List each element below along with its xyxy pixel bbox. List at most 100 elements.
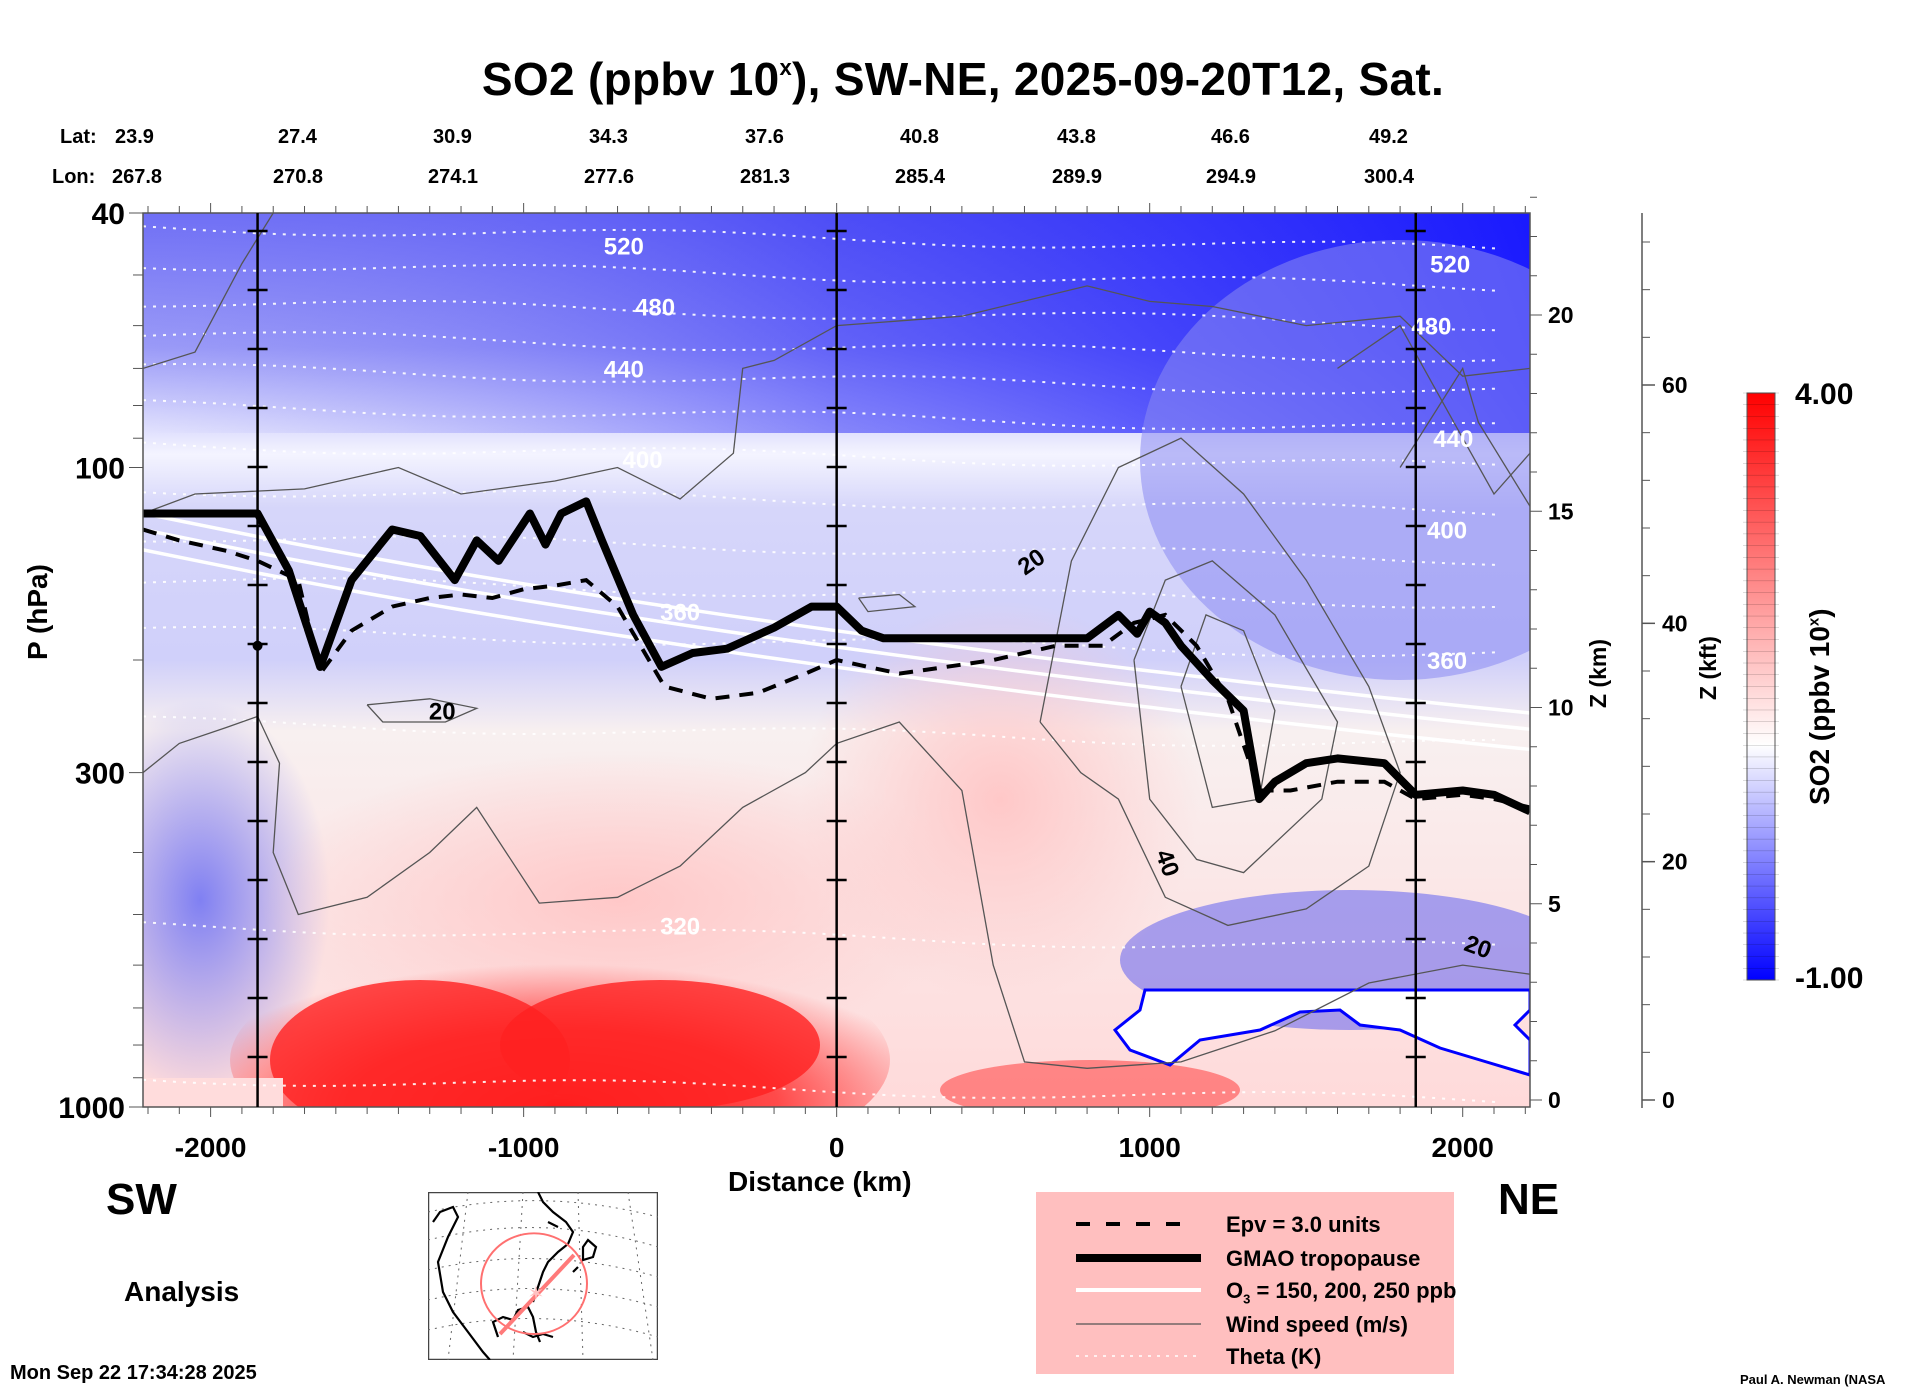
y-tick-label: 300 — [75, 758, 125, 791]
wind-speed-contour — [366, 698, 479, 723]
y-axis-title: P (hPa) — [22, 564, 53, 660]
lon-value: 285.4 — [895, 166, 946, 188]
colorbar[interactable] — [1746, 392, 1776, 981]
colorbar-max-label: 4.00 — [1795, 378, 1854, 411]
dotted-line-icon — [1076, 1355, 1201, 1357]
x-tick-label: 0 — [829, 1132, 845, 1163]
lat-value: 43.8 — [1057, 126, 1096, 148]
lat-label: Lat: — [60, 126, 97, 148]
colorbar-min-label: -1.00 — [1795, 962, 1864, 995]
theta-label: 360 — [660, 600, 700, 627]
y-tick-label: 40 — [92, 198, 125, 231]
lat-value: 27.4 — [278, 126, 317, 148]
thick-line-icon — [1076, 1254, 1201, 1262]
map-transect-line — [498, 1253, 576, 1336]
white-line-icon — [1076, 1288, 1201, 1292]
theta-label: 320 — [660, 913, 700, 940]
lat-value: 34.3 — [589, 126, 628, 148]
zkm-tick-label: 20 — [1548, 302, 1574, 328]
lon-value: 277.6 — [584, 166, 635, 188]
x-tick-label: -2000 — [175, 1132, 247, 1163]
epv-contour — [143, 527, 1530, 810]
theta-label: 400 — [623, 447, 663, 474]
so2-red-core — [270, 980, 570, 1107]
thin-line-icon — [1076, 1323, 1201, 1325]
lon-label: Lon: — [52, 166, 96, 188]
wind-label: 20 — [429, 699, 456, 726]
colorbar-title: SO2 (ppbv 10x) — [1804, 608, 1836, 805]
x-tick-label: -1000 — [488, 1132, 560, 1163]
dashed-line-icon — [1076, 1222, 1191, 1226]
so2-field — [143, 213, 1530, 1107]
x-tick-label: 1000 — [1119, 1132, 1181, 1163]
zkft-tick-label: 40 — [1662, 610, 1688, 636]
wind-speed-contour — [1399, 366, 1530, 507]
theta-label: 400 — [1427, 517, 1467, 544]
lon-value: 289.9 — [1052, 166, 1103, 188]
theta-label: 480 — [1411, 314, 1451, 341]
legend-item-epv: Epv = 3.0 units — [1036, 1212, 1454, 1242]
theta-label: 520 — [604, 234, 644, 261]
lon-value: 270.8 — [273, 166, 324, 188]
map-graticule — [428, 1192, 658, 1360]
inset-map: ✶ — [428, 1192, 658, 1360]
credit: Paul A. Newman (NASA — [1740, 1372, 1886, 1387]
ne-label: NE — [1498, 1175, 1560, 1224]
lon-value: 281.3 — [740, 166, 791, 188]
z-km-axis-title: Z (km) — [1585, 639, 1611, 708]
legend-label-wind: Wind speed (m/s) — [1226, 1312, 1408, 1337]
lat-value: 30.9 — [433, 126, 472, 148]
analysis-label: Analysis — [124, 1276, 240, 1307]
lon-value: 274.1 — [428, 166, 479, 188]
y-tick-label: 100 — [75, 452, 125, 485]
map-frame — [428, 1192, 658, 1360]
ozone-sub: 3 — [1243, 1291, 1251, 1307]
legend: Epv = 3.0 units GMAO tropopause O3 = 150… — [1036, 1192, 1456, 1374]
transect-point-marker — [252, 640, 263, 651]
lat-value: 23.9 — [115, 126, 154, 148]
zkm-tick-label: 15 — [1548, 498, 1574, 524]
missing-data-region — [1112, 988, 1530, 1077]
title-superscript: x — [779, 54, 793, 80]
colorbar-ticks — [1743, 392, 1779, 981]
zkft-tick-label: 60 — [1662, 372, 1688, 398]
wind-speed-contour — [858, 593, 917, 613]
legend-label-theta: Theta (K) — [1226, 1344, 1322, 1369]
zkm-tick-label: 0 — [1548, 1087, 1561, 1113]
zkft-tick-label: 0 — [1662, 1087, 1675, 1113]
zkm-tick-label: 5 — [1548, 891, 1561, 917]
axes: -2000 -1000 0 1000 2000 40 100 300 1000 0 5 10 15 20 0… — [58, 196, 1688, 1163]
colorbar-title-sup: x — [1805, 617, 1823, 627]
lon-value: 294.9 — [1206, 166, 1257, 188]
chart-title: SO2 (ppbv 10x), SW-NE, 2025-09-20T12, Sa… — [0, 52, 1926, 106]
wind-speed-contour — [1180, 614, 1276, 809]
ozone-rest: = 150, 200, 250 ppb — [1250, 1278, 1457, 1303]
wind-speed-contour — [1039, 437, 1401, 927]
legend-item-ozone: O3 = 150, 200, 250 ppb — [1036, 1278, 1456, 1308]
legend-label-epv: Epv = 3.0 units — [1226, 1212, 1381, 1237]
theta-label: 360 — [1427, 648, 1467, 675]
wind-speed-contour — [143, 715, 1530, 1069]
lat-value: 49.2 — [1369, 126, 1408, 148]
colorbar-title-rest: ) — [1804, 608, 1835, 618]
x-axis-title: Distance (km) — [728, 1166, 912, 1197]
legend-label-ozone: O3 = 150, 200, 250 ppb — [1226, 1278, 1456, 1306]
lon-value: 267.8 — [112, 166, 163, 188]
theta-label: 520 — [1430, 252, 1470, 279]
title-main: SO2 (ppbv 10 — [481, 53, 780, 105]
lat-value: 40.8 — [900, 126, 939, 148]
theta-label: 440 — [1433, 426, 1473, 453]
legend-item-tropopause: GMAO tropopause — [1036, 1246, 1454, 1276]
lat-value: 46.6 — [1211, 126, 1250, 148]
wind-speed-contour — [1337, 324, 1530, 496]
legend-item-theta: Theta (K) — [1036, 1344, 1454, 1374]
colorbar-title-main: SO2 (ppbv 10 — [1804, 626, 1835, 805]
so2-red-east — [940, 1060, 1240, 1107]
wind-speed-contour — [143, 285, 1530, 515]
so2-high-blue — [1140, 240, 1530, 680]
legend-item-wind: Wind speed (m/s) — [1036, 1312, 1454, 1342]
sw-label: SW — [106, 1175, 177, 1224]
theta-label: 480 — [635, 294, 675, 321]
title-rest: ), SW-NE, 2025-09-20T12, Sat. — [792, 53, 1445, 105]
so2-red-core-2 — [500, 980, 820, 1107]
